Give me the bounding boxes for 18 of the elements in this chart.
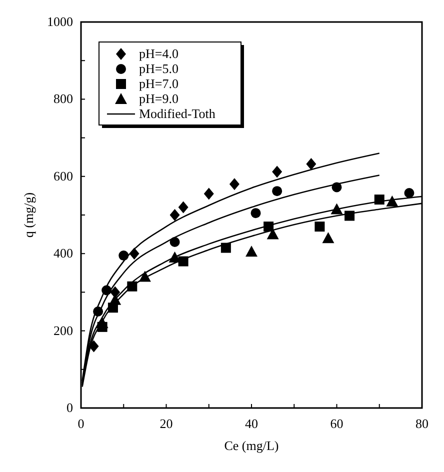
legend-label: pH=9.0 (139, 91, 178, 106)
x-axis-title: Ce (mg/L) (224, 438, 279, 453)
x-tick-label: 80 (416, 416, 428, 431)
y-tick-label: 1000 (47, 14, 73, 29)
y-tick-label: 0 (66, 400, 73, 415)
legend-label: pH=4.0 (139, 46, 178, 61)
x-tick-label: 0 (78, 416, 84, 431)
legend-label: pH=5.0 (139, 61, 178, 76)
x-tick-label: 60 (330, 416, 344, 431)
y-tick-label: 600 (54, 168, 73, 184)
y-tick-label: 400 (54, 246, 73, 261)
x-tick-label: 20 (160, 416, 173, 431)
y-tick-label: 200 (54, 322, 73, 338)
x-tick-label: 40 (245, 416, 258, 431)
legend-label: Modified-Toth (139, 106, 216, 121)
y-axis-title: q (mg/g) (21, 192, 36, 238)
legend-label: pH=7.0 (139, 76, 178, 91)
y-tick-label: 800 (54, 91, 73, 106)
